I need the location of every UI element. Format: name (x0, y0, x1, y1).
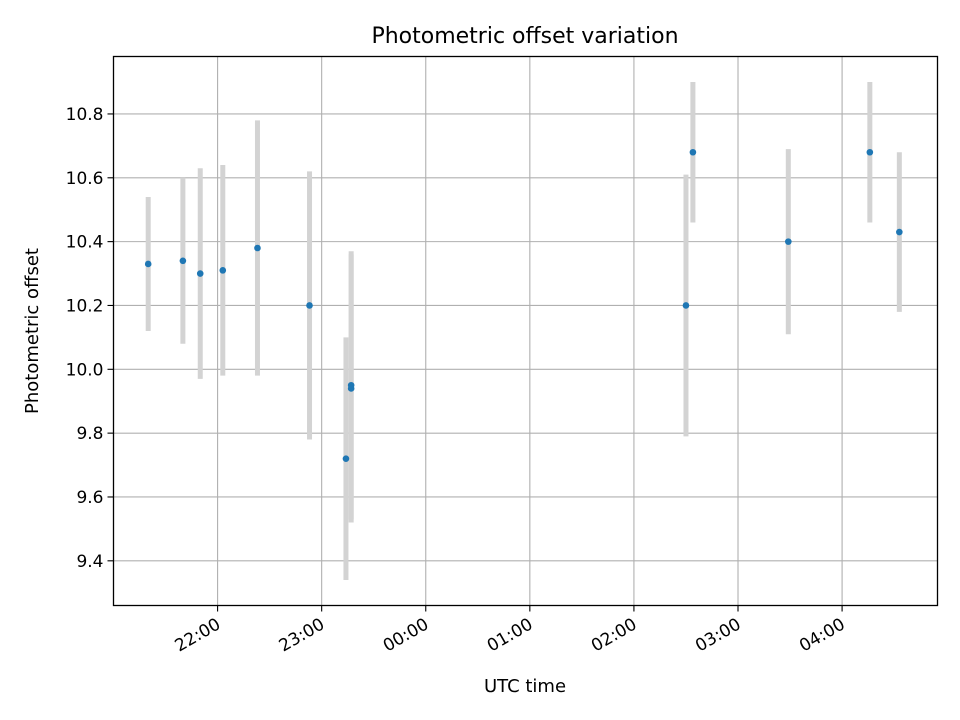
data-point (342, 455, 350, 462)
data-point (179, 257, 187, 265)
data-point (866, 148, 874, 156)
data-point (306, 302, 313, 309)
data-point (785, 238, 792, 245)
y-axis-label: Photometric offset (22, 248, 43, 414)
data-point (254, 244, 261, 252)
data-point (196, 270, 204, 277)
data-point (219, 267, 227, 274)
data-point (347, 385, 355, 392)
grid-lines (113, 56, 938, 606)
y-tick-label: 10.6 (66, 169, 104, 189)
y-axis-ticks: 9.4 9.6 9.8 10.0 10.2 10.4 10.6 10.8 (66, 105, 114, 572)
data-point (896, 228, 903, 236)
data-point (144, 260, 152, 268)
x-axis-label: UTC time (484, 676, 566, 697)
y-tick-label: 9.4 (76, 552, 103, 572)
data-point (689, 148, 697, 156)
chart-title: Photometric offset variation (371, 24, 678, 49)
data-point (682, 302, 690, 309)
plot-frame (112, 55, 939, 607)
y-tick-label: 10.4 (66, 233, 104, 253)
y-tick-label: 9.6 (76, 488, 103, 508)
y-tick-label: 9.8 (76, 424, 103, 444)
y-tick-label: 10.2 (66, 296, 104, 316)
data-points (144, 148, 903, 462)
y-tick-label: 10.0 (66, 360, 104, 380)
y-tick-label: 10.8 (66, 105, 104, 125)
